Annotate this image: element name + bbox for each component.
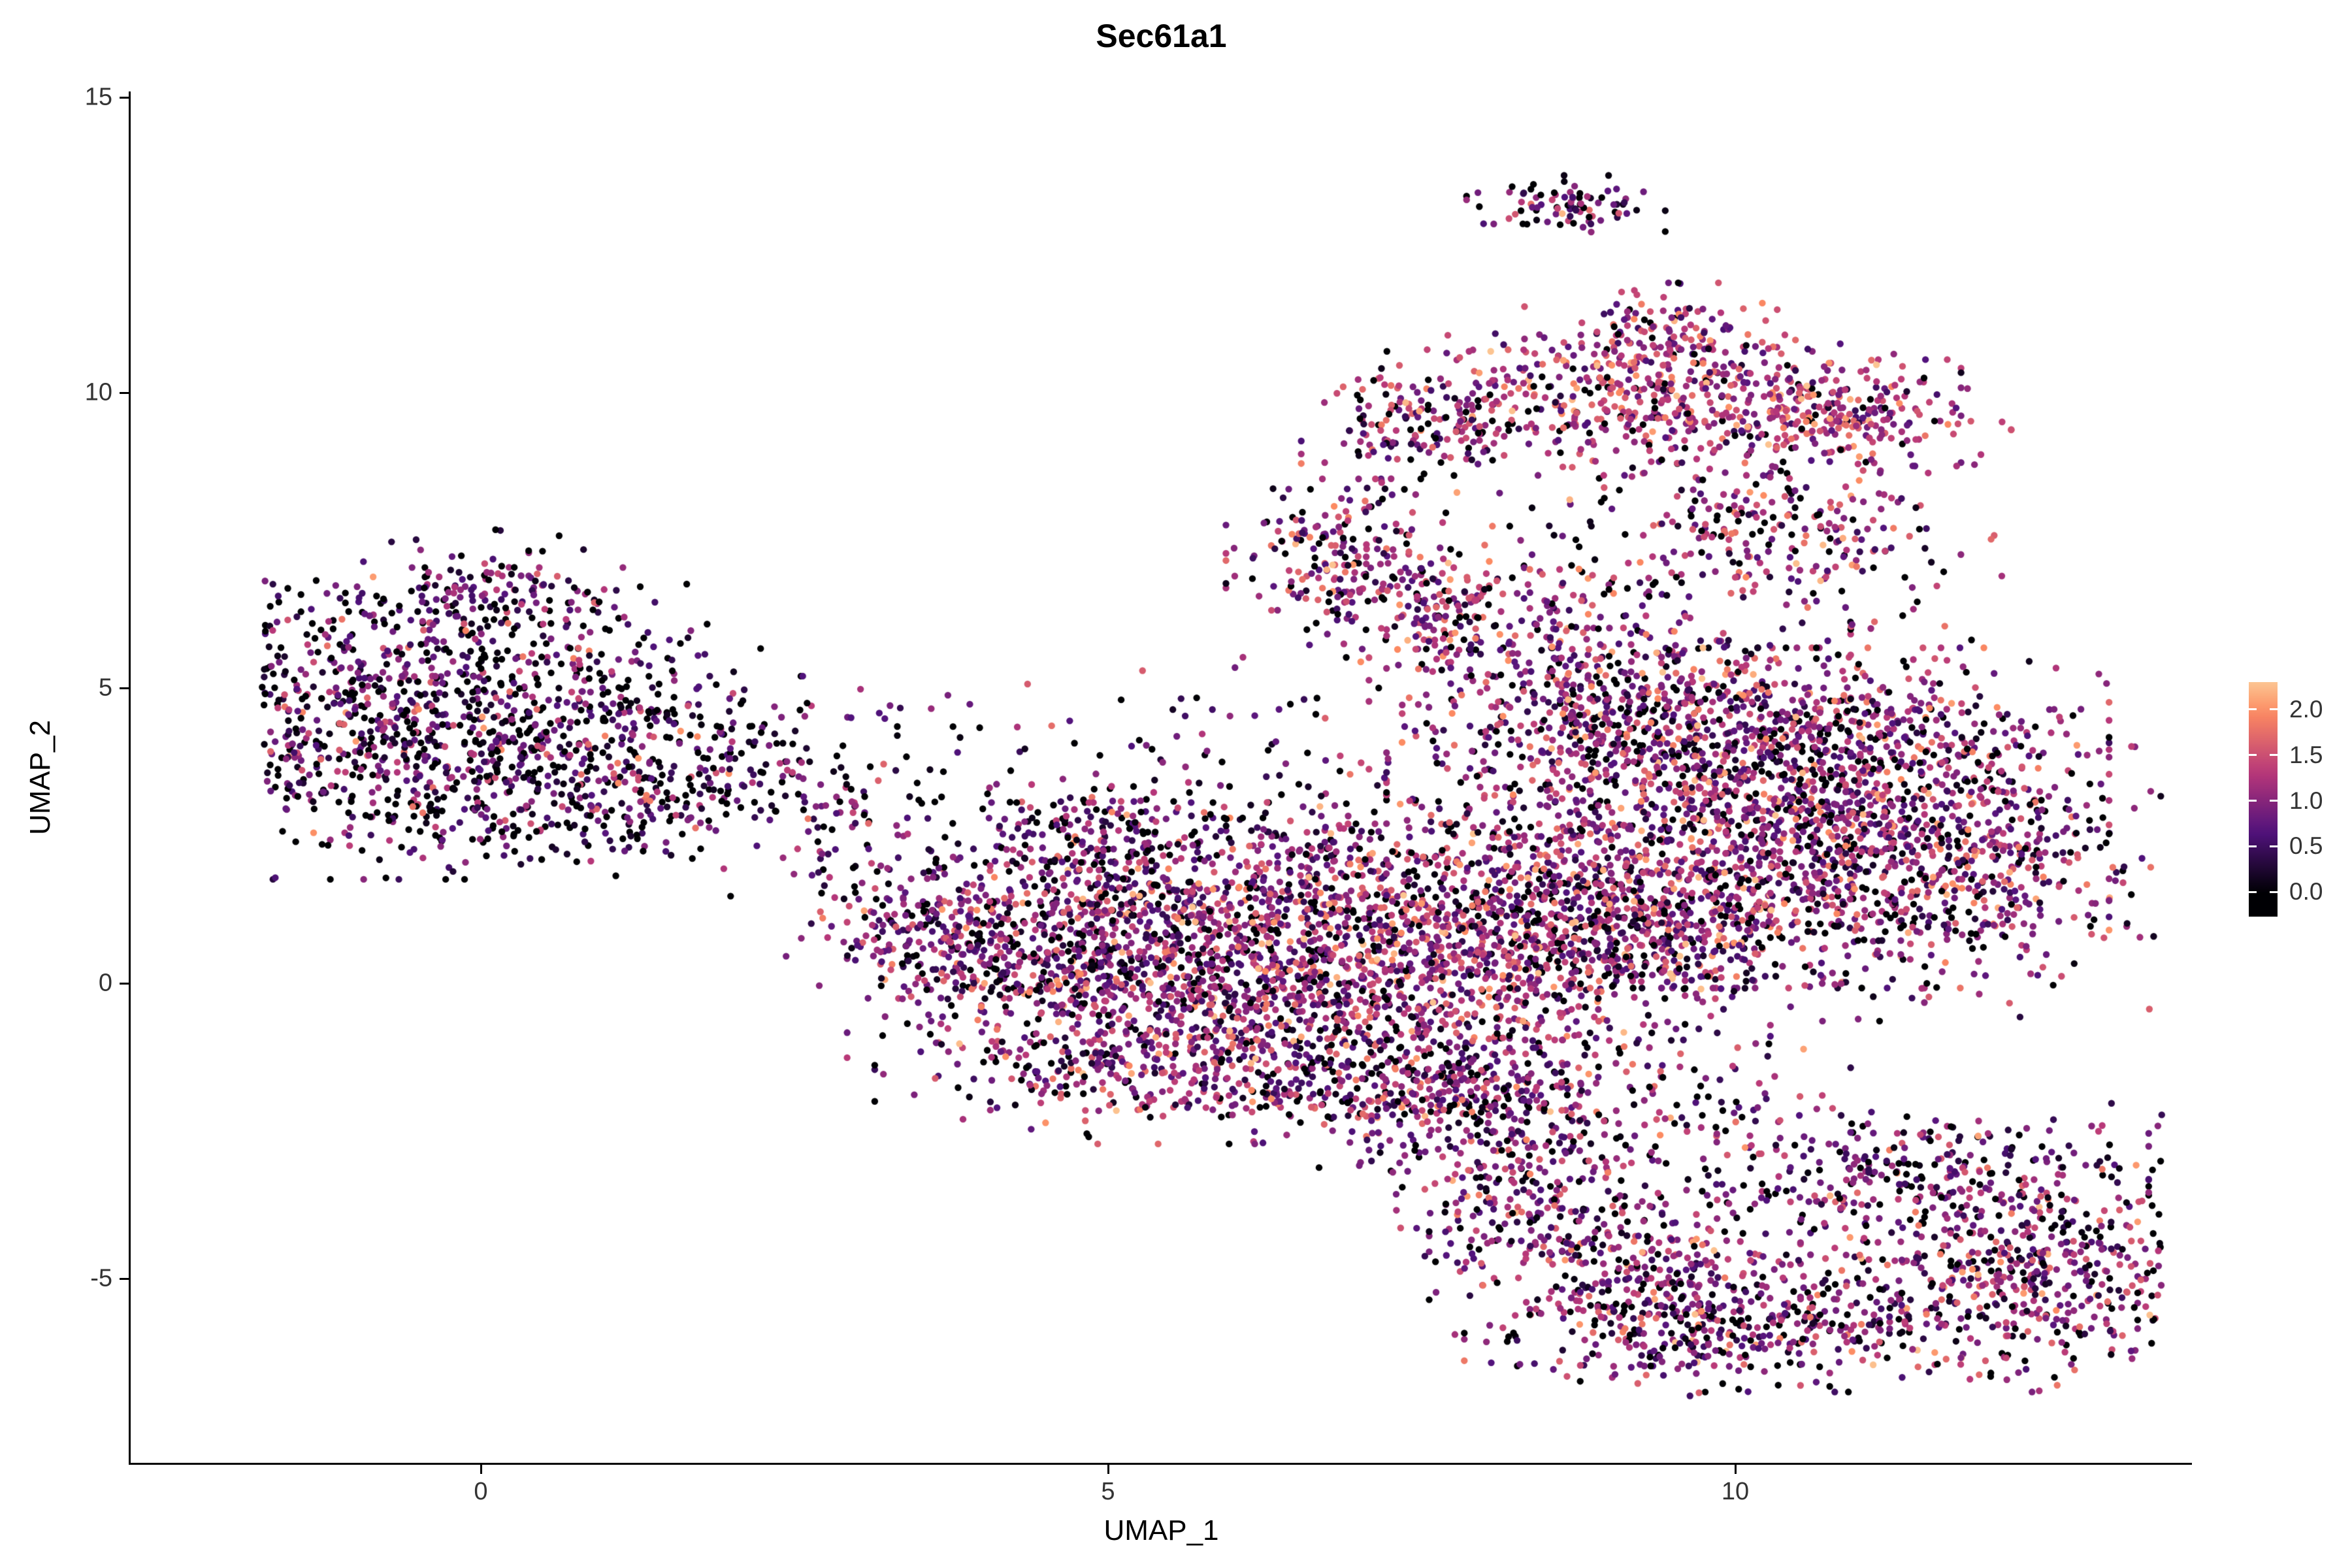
legend-tick-mark — [2270, 708, 2278, 711]
y-tick-mark — [120, 982, 129, 985]
y-tick-mark — [120, 687, 129, 689]
legend-tick-mark — [2270, 845, 2278, 847]
x-tick-label: 0 — [474, 1478, 488, 1505]
legend-tick-label: 1.0 — [2289, 787, 2323, 814]
x-tick-mark — [480, 1465, 482, 1474]
plot-title: Sec61a1 — [1096, 18, 1227, 54]
legend-tick-label: 1.5 — [2289, 741, 2323, 768]
y-tick-mark — [120, 1277, 129, 1280]
legend-tick-mark — [2249, 754, 2257, 757]
legend-tick-label: 0.5 — [2289, 832, 2323, 860]
y-axis-title: UMAP_2 — [24, 719, 56, 836]
y-axis-line — [129, 91, 131, 1465]
x-tick-mark — [1107, 1465, 1109, 1474]
legend-tick-mark — [2249, 800, 2257, 802]
y-tick-mark — [120, 96, 129, 99]
x-axis-title: UMAP_1 — [1103, 1514, 1219, 1546]
y-tick-label: 10 — [84, 378, 112, 406]
legend-tick-mark — [2270, 754, 2278, 757]
x-tick-label: 5 — [1101, 1478, 1115, 1505]
x-tick-mark — [1734, 1465, 1737, 1474]
legend-tick-mark — [2270, 890, 2278, 893]
y-tick-mark — [120, 391, 129, 394]
legend-tick-mark — [2249, 845, 2257, 847]
x-tick-label: 10 — [1721, 1478, 1750, 1505]
legend-tick-mark — [2270, 800, 2278, 802]
legend-tick-label: 2.0 — [2289, 695, 2323, 723]
legend-tick-label: 0.0 — [2289, 878, 2323, 906]
legend-colorbar — [2249, 682, 2278, 917]
y-tick-label: -5 — [90, 1264, 112, 1292]
x-axis-line — [129, 1463, 2192, 1465]
y-tick-label: 15 — [84, 83, 112, 111]
legend-tick-mark — [2249, 708, 2257, 711]
legend-tick-mark — [2249, 890, 2257, 893]
y-tick-label: 5 — [98, 674, 112, 702]
y-tick-label: 0 — [98, 969, 112, 997]
